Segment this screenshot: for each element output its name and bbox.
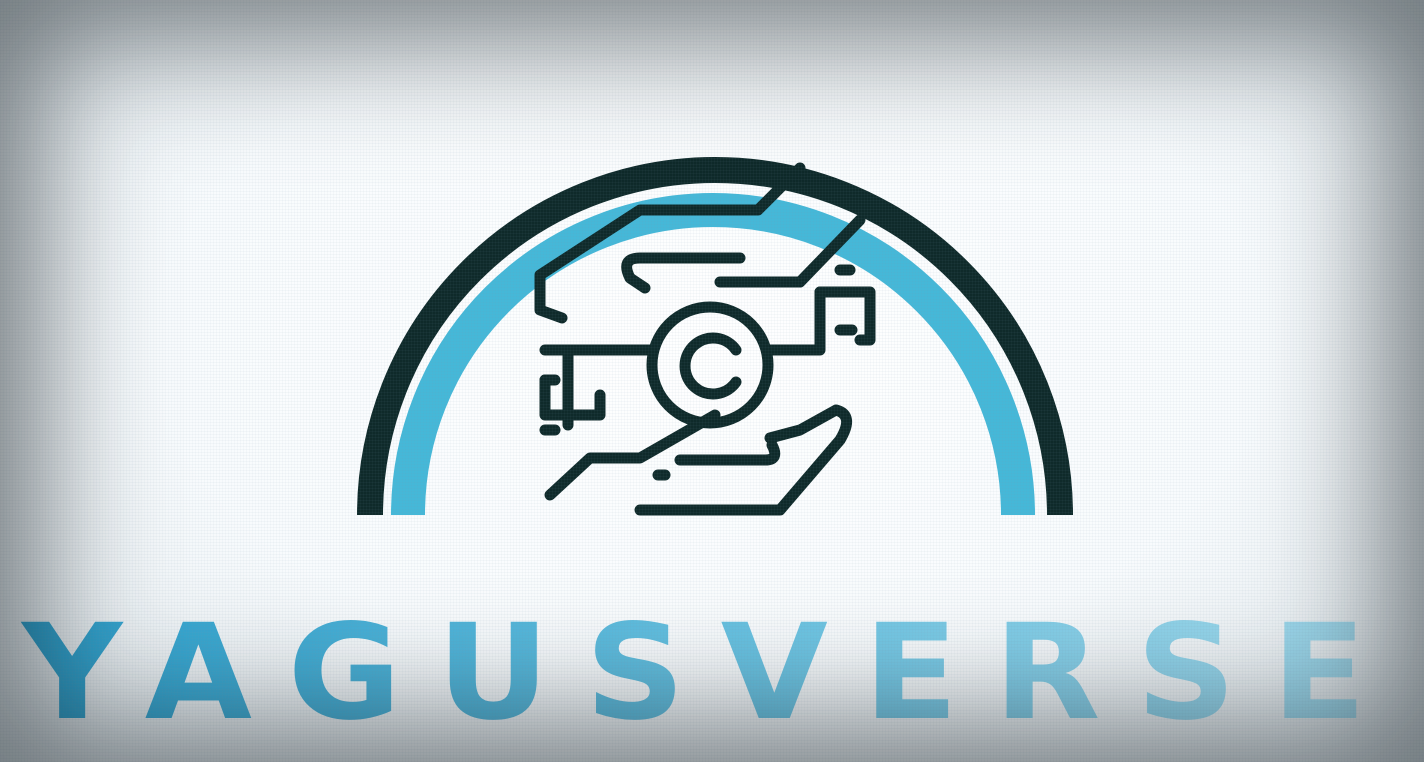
brand-emblem (357, 157, 1073, 516)
brand-name: YAGUSVERSE (20, 600, 1402, 740)
brand-wordmark: YAGUSVERSE (20, 600, 1402, 740)
outer-arc (357, 157, 1073, 516)
hands-holding-camera-lens-icon (534, 162, 876, 516)
